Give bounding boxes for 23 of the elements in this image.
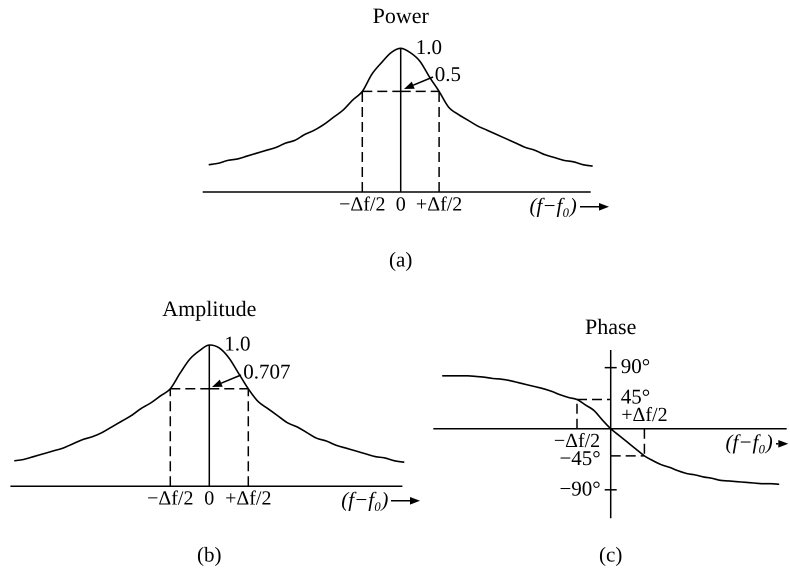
x-tick-label: 0 bbox=[204, 487, 214, 510]
text: (a) bbox=[389, 248, 412, 272]
y-tick-label: −90° bbox=[559, 476, 601, 500]
x-tick-label: −Δf/2 bbox=[339, 193, 386, 216]
annotation: 0.707 bbox=[243, 359, 291, 384]
text: (b) bbox=[197, 542, 222, 567]
chart-title: Power bbox=[372, 2, 430, 28]
x-tick-label: +Δf/2 bbox=[416, 193, 462, 216]
annotation: 1.0 bbox=[224, 332, 251, 356]
x-tick-label: +Δf/2 bbox=[621, 404, 668, 426]
x-axis-title: (f−f₀) bbox=[341, 488, 388, 512]
x-axis-title: (f−f₀) bbox=[726, 430, 773, 454]
x-tick-label: −Δf/2 bbox=[554, 430, 600, 452]
x-tick-label: 0 bbox=[396, 193, 406, 216]
annotation: 0.5 bbox=[434, 62, 461, 86]
x-tick-label: +Δf/2 bbox=[225, 487, 272, 510]
chart-title: Phase bbox=[585, 314, 636, 339]
annotation: 1.0 bbox=[416, 34, 442, 59]
y2-tick-label: 90° bbox=[620, 354, 650, 378]
chart-title: Amplitude bbox=[162, 296, 256, 321]
x-tick-label: −Δf/2 bbox=[147, 487, 194, 510]
text: (c) bbox=[599, 542, 622, 567]
x-axis-title: (f−f₀) bbox=[530, 194, 577, 218]
